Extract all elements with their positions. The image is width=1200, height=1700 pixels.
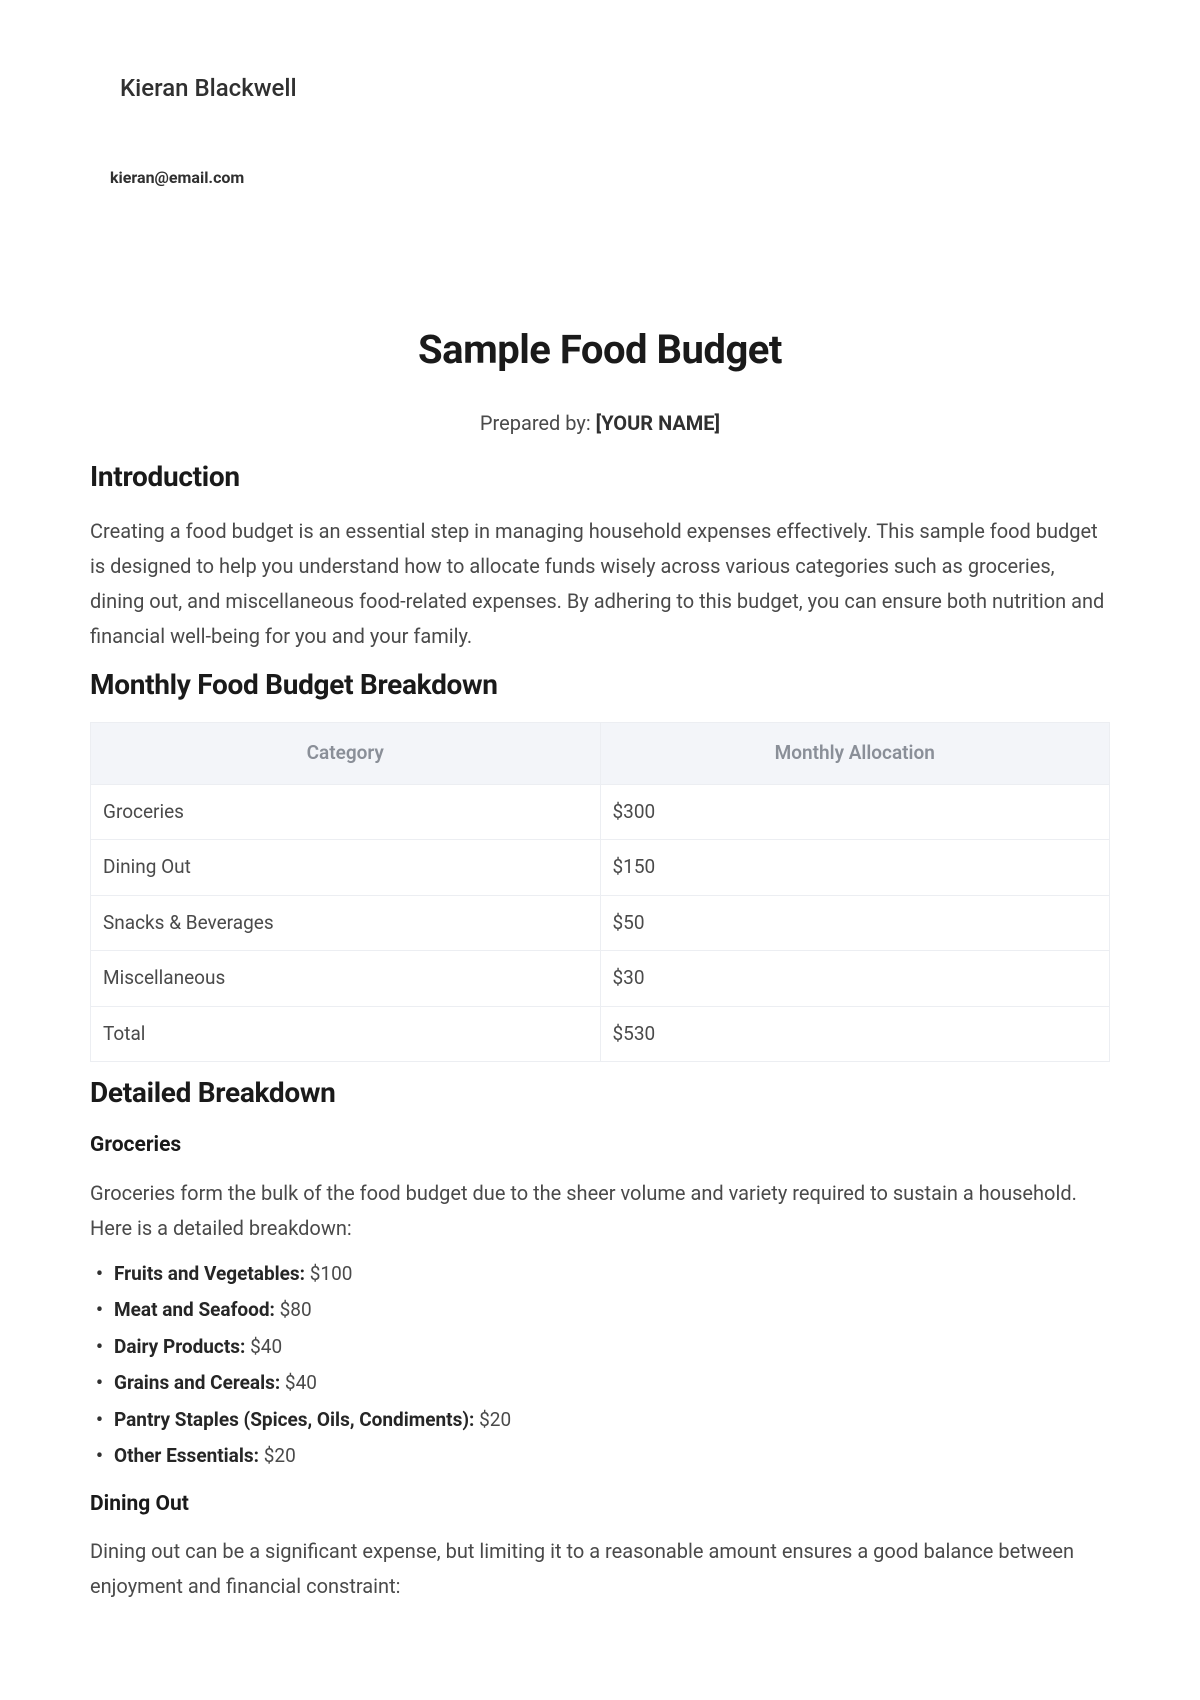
table-cell: Dining Out xyxy=(91,840,601,896)
list-item-value: $40 xyxy=(280,1371,317,1394)
list-item-label: Fruits and Vegetables: xyxy=(114,1262,305,1285)
groceries-list: Fruits and Vegetables: $100 Meat and Sea… xyxy=(90,1256,1110,1475)
list-item-label: Grains and Cereals: xyxy=(114,1371,280,1394)
list-item-value: $20 xyxy=(474,1408,511,1431)
budget-table: Category Monthly Allocation Groceries $3… xyxy=(90,722,1110,1062)
list-item-label: Meat and Seafood: xyxy=(114,1298,275,1321)
dining-body: Dining out can be a significant expense,… xyxy=(90,1534,1110,1604)
table-cell: $530 xyxy=(600,1006,1110,1062)
table-row: Snacks & Beverages $50 xyxy=(91,895,1110,951)
list-item-value: $40 xyxy=(245,1335,282,1358)
subsection-heading-dining: Dining Out xyxy=(90,1489,1110,1521)
list-item: Meat and Seafood: $80 xyxy=(96,1292,1110,1329)
table-cell: $50 xyxy=(600,895,1110,951)
table-row: Miscellaneous $30 xyxy=(91,951,1110,1007)
list-item: Dairy Products: $40 xyxy=(96,1329,1110,1366)
introduction-body: Creating a food budget is an essential s… xyxy=(90,514,1110,654)
list-item-value: $80 xyxy=(275,1298,312,1321)
table-header-allocation: Monthly Allocation xyxy=(600,723,1110,785)
table-cell: $150 xyxy=(600,840,1110,896)
list-item: Other Essentials: $20 xyxy=(96,1438,1110,1475)
list-item: Grains and Cereals: $40 xyxy=(96,1365,1110,1402)
list-item: Pantry Staples (Spices, Oils, Condiments… xyxy=(96,1402,1110,1439)
page-title: Sample Food Budget xyxy=(90,320,1110,380)
list-item: Fruits and Vegetables: $100 xyxy=(96,1256,1110,1293)
table-cell: Total xyxy=(91,1006,601,1062)
table-header-row: Category Monthly Allocation xyxy=(91,723,1110,785)
author-name: Kieran Blackwell xyxy=(90,70,1110,106)
groceries-body: Groceries form the bulk of the food budg… xyxy=(90,1176,1110,1246)
table-cell: Snacks & Beverages xyxy=(91,895,601,951)
table-header-category: Category xyxy=(91,723,601,785)
list-item-value: $100 xyxy=(305,1262,352,1285)
table-cell: $300 xyxy=(600,784,1110,840)
subsection-heading-groceries: Groceries xyxy=(90,1130,1110,1162)
table-row: Groceries $300 xyxy=(91,784,1110,840)
section-heading-introduction: Introduction xyxy=(90,456,1110,498)
table-cell: $30 xyxy=(600,951,1110,1007)
list-item-value: $20 xyxy=(259,1444,296,1467)
prepared-by-prefix: Prepared by: xyxy=(480,411,596,435)
section-heading-detailed: Detailed Breakdown xyxy=(90,1072,1110,1114)
table-cell: Miscellaneous xyxy=(91,951,601,1007)
list-item-label: Other Essentials: xyxy=(114,1444,259,1467)
table-row: Total $530 xyxy=(91,1006,1110,1062)
list-item-label: Dairy Products: xyxy=(114,1335,245,1358)
author-email: kieran@email.com xyxy=(90,166,244,190)
prepared-by-line: Prepared by: [YOUR NAME] xyxy=(90,408,1110,438)
list-item-label: Pantry Staples (Spices, Oils, Condiments… xyxy=(114,1408,474,1431)
prepared-by-placeholder: [YOUR NAME] xyxy=(596,411,720,435)
table-row: Dining Out $150 xyxy=(91,840,1110,896)
section-heading-breakdown: Monthly Food Budget Breakdown xyxy=(90,664,1110,706)
table-cell: Groceries xyxy=(91,784,601,840)
